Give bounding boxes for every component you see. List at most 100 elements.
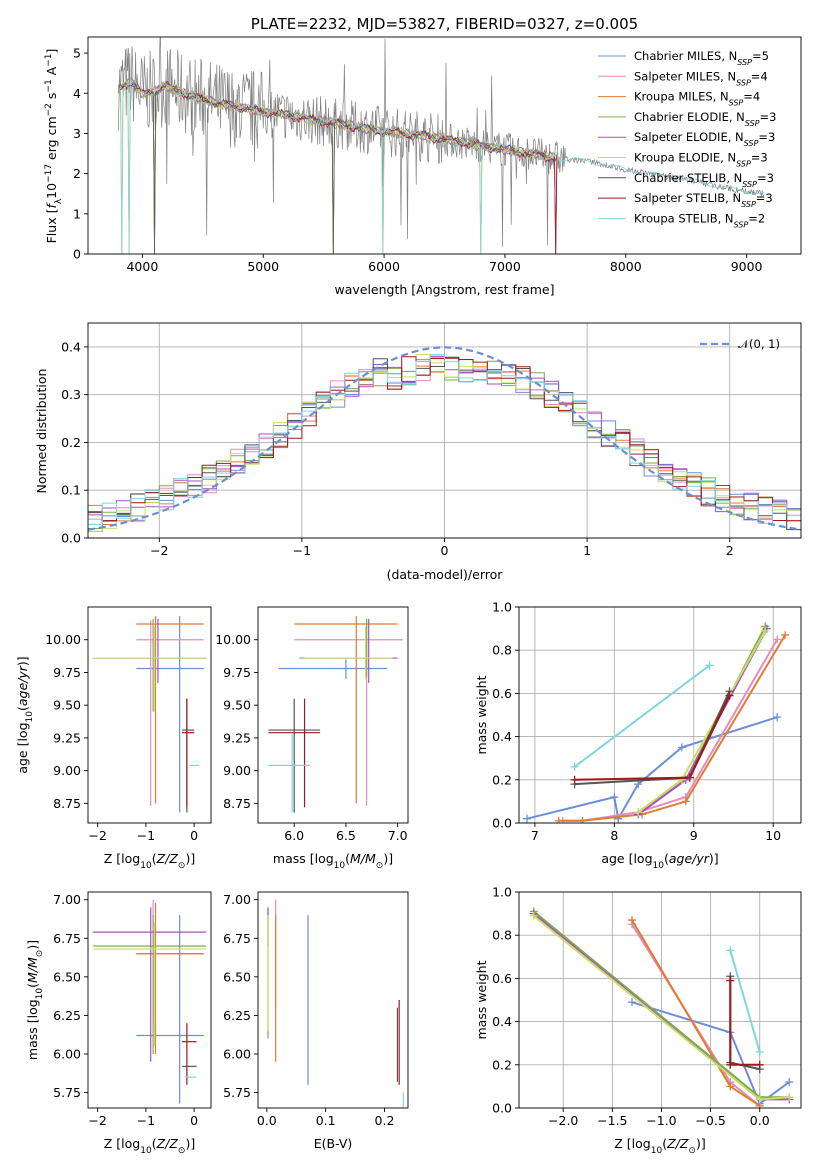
error-point-4 [92,618,207,683]
legend-subscript: SSP [736,159,751,168]
label-part: Z [log [104,1136,140,1151]
legend-subscript: SSP [742,179,757,188]
y-tick-label: 0 [73,247,81,262]
series-marker [578,816,587,823]
y-tick-label: 0.0 [492,1101,512,1116]
x-tick-label: −2 [150,543,168,558]
y-tick-label: 0.0 [61,531,81,546]
series-line [729,980,760,1066]
y-axis-label: age [log10(age/yr)] [15,656,35,773]
label-part: mass [log [25,999,40,1060]
legend-count: =3 [751,151,768,165]
label-part: )] [25,940,40,950]
axes-frame [87,606,212,824]
mass-weight-series-8 [726,946,764,1056]
series-marker [627,998,636,1007]
axes-frame [87,891,212,1109]
legend-text: Salpeter MILES, N [634,69,736,83]
mass-weight-series-3 [634,622,770,817]
series-marker [529,911,538,920]
y-tick-label: 8.75 [53,796,81,811]
legend-subscript: SSP [734,220,749,229]
error-point-1 [136,620,204,806]
axes-frame [257,606,409,824]
label-part: 10 [334,861,346,871]
series-marker [781,631,790,640]
y-axis-label: Normed distribution [34,369,49,494]
y-tick-label: 0.6 [492,686,512,701]
series-marker [785,1093,794,1102]
series-line [631,919,761,1107]
plot-area [522,622,790,823]
label-part: 10 [651,1146,663,1156]
series-line [729,950,761,1053]
y-tick-label: 3 [73,126,81,141]
x-tick-label: −2.0 [548,1113,578,1128]
label-part: erg cm [44,116,59,164]
mass-weight-series-2 [627,916,764,1108]
y-tick-label: 0.0 [492,816,512,831]
x-tick-label: 10 [765,828,781,843]
x-axis-label: wavelength [Angstrom, rest frame] [334,282,554,297]
mass-weight-series-6 [726,972,764,1074]
x-tick-label: 7.0 [388,828,408,843]
label-part: E(B-V) [314,1136,353,1151]
error-point-2 [136,616,204,804]
plot-area [268,616,403,813]
x-axis-label: (data-model)/error [387,567,504,582]
label-part: f [44,203,59,209]
x-axis-label: age [log10(age/yr)] [601,851,718,871]
y-tick-label: 10.00 [45,632,81,647]
legend-count: =5 [752,49,769,63]
y-axis-label: mass weight [474,675,489,754]
error-point-4 [92,907,207,1062]
x-tick-label: 0.1 [316,1113,336,1128]
y-tick-label: 7.00 [223,892,251,907]
error-point-6 [182,698,195,813]
y-tick-label: 0.4 [492,1014,512,1029]
label-part: 10 [25,711,35,723]
x-axis-label: Z [log10(Z/Z⊙)] [104,1136,195,1156]
label-part: )] [185,1136,195,1151]
y-tick-label: 6.50 [53,969,81,984]
label-part: ( [345,851,350,866]
mass-weight-series-7 [726,976,764,1069]
series-marker [522,814,531,823]
y-tick-label: 1 [73,206,81,221]
normal-curve [88,346,801,531]
label-part: age/yr [15,665,30,706]
label-part: ⊙ [376,861,384,871]
label-part: ⊙ [35,950,45,958]
y-axis-label: mass [log10(M/M⊙)] [25,940,45,1060]
axes-residuals: −2 −1 0 1 2 0.0 0.1 0.2 0.3 0.4 (data-model)/error… [34,322,802,582]
mass-weight-series-5 [634,626,770,817]
label-part: ( [25,983,40,988]
y-tick-label: 9.50 [53,698,81,713]
legend-text: Kroupa STELIB, N [634,211,734,225]
series-marker [634,808,643,817]
legend-text: Chabrier STELIB, N [634,171,742,185]
label-part: Flux [ [44,209,59,244]
series-line [631,1001,790,1106]
y-tick-label: 2 [73,166,81,181]
legend-text: Chabrier MILES, N [634,49,737,63]
legend-entry-2: Kroupa MILES, NSSP=4 [634,90,760,108]
legend-text: Salpeter ELODIE, N [634,130,744,144]
label-part: −1 [44,53,54,66]
y-tick-label: 1.0 [492,600,512,615]
legend-subscript: SSP [729,98,744,107]
x-tick-label: 6.0 [284,828,304,843]
series-line [526,716,778,822]
series-marker [627,916,636,925]
axes-frame [518,606,802,824]
label-part: A [44,66,59,79]
y-axis-label: Flux [fλ10−17 erg cm−2 s−1 A−1] [44,49,64,244]
label-part: ( [15,706,30,711]
legend-subscript: SSP [736,78,751,87]
error-point-5 [92,922,207,1047]
legend-entry-4: Salpeter ELODIE, NSSP=3 [634,130,775,148]
legend-count: =3 [757,171,774,185]
plot-area [267,899,404,1108]
y-tick-label: 0.2 [61,435,81,450]
